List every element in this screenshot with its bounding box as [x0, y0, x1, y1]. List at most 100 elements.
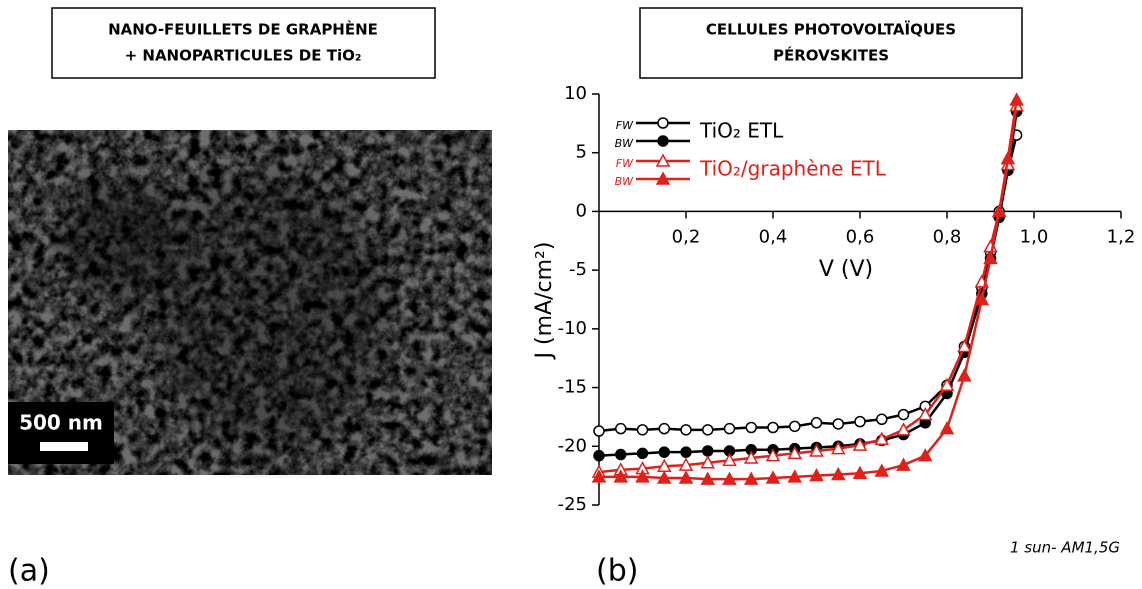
chart-title: CELLULES PHOTOVOLTAÏQUES [706, 20, 956, 39]
marker [874, 463, 890, 477]
scale-bar [40, 442, 88, 451]
marker [896, 422, 911, 436]
marker [722, 452, 737, 467]
y-tick-label: 5 [576, 142, 587, 163]
marker [852, 465, 868, 480]
marker [655, 171, 671, 185]
marker [917, 448, 933, 462]
marker [832, 418, 844, 430]
box-text: + NANOPARTICULES DE TiO₂ [125, 47, 362, 65]
marker [700, 471, 716, 485]
marker [678, 470, 694, 484]
marker [789, 420, 801, 433]
marker [852, 437, 868, 451]
scale-bar-label: 500 nm [19, 411, 103, 435]
marker [917, 407, 933, 421]
marker [897, 408, 910, 421]
scale-bar-bg [8, 402, 114, 464]
marker [810, 417, 823, 429]
marker [657, 117, 669, 129]
marker [876, 413, 888, 426]
marker [658, 446, 670, 458]
marker [939, 377, 955, 391]
marker [745, 421, 757, 434]
box-text: NANO-FEUILLETS DE GRAPHÈNE [108, 20, 378, 39]
legend: FW BW TiO₂ ETL FW BW TiO₂/graphène ETL [615, 117, 887, 188]
legend-series-name: FW [616, 157, 634, 170]
marker [702, 445, 714, 457]
marker [658, 422, 670, 435]
marker [765, 448, 781, 462]
annotation: 1 sun- AM1,5G [1010, 539, 1120, 557]
x-tick-label: 0,4 [759, 226, 788, 247]
marker [678, 457, 694, 471]
y-tick-label: -15 [558, 377, 587, 398]
x-axis-label: V (V) [819, 257, 873, 282]
y-tick-label: 10 [564, 83, 587, 104]
marker [854, 415, 866, 428]
marker [787, 469, 803, 483]
y-axis-label: J (mA/cm²) [532, 242, 557, 361]
x-tick-label: 1,2 [1107, 226, 1136, 247]
marker [974, 291, 990, 306]
marker [983, 250, 998, 265]
marker [635, 469, 650, 483]
marker [809, 443, 824, 457]
marker [655, 153, 671, 167]
marker [830, 441, 846, 455]
y-tick-label: -5 [569, 259, 587, 280]
legend-label: TiO₂ ETL [699, 119, 784, 143]
marker [657, 135, 669, 147]
marker [723, 422, 736, 435]
x-tick-label: 0,6 [846, 226, 875, 247]
marker [939, 421, 955, 435]
legend-series-name: FW [616, 119, 634, 132]
marker [991, 203, 1007, 218]
panel-label: (a) [8, 554, 50, 589]
marker [809, 468, 824, 482]
legend-series-name: BW [615, 137, 635, 150]
sem-image [8, 130, 492, 475]
marker [787, 445, 803, 460]
marker [830, 466, 846, 481]
marker [636, 424, 649, 436]
y-tick-label: -25 [558, 494, 587, 515]
marker [874, 431, 890, 445]
marker [615, 448, 627, 461]
series [591, 92, 1024, 485]
marker [636, 447, 649, 460]
x-tick-label: 0,8 [933, 226, 962, 247]
x-tick-label: 0,2 [672, 226, 701, 247]
legend-series-name: BW [615, 175, 635, 188]
marker [591, 469, 607, 483]
title-box [639, 7, 1023, 79]
marker [1000, 151, 1016, 165]
marker [743, 471, 759, 485]
y-tick-label: -10 [558, 318, 587, 339]
marker [896, 457, 911, 471]
y-tick-label: -20 [558, 435, 587, 456]
marker [743, 450, 759, 464]
marker [680, 446, 692, 458]
marker [702, 424, 714, 436]
marker [722, 471, 737, 485]
marker [700, 455, 716, 469]
marker [613, 469, 629, 483]
marker [593, 449, 605, 462]
marker [593, 425, 605, 437]
chart-title: PÉROVSKITES [773, 46, 889, 65]
y-tick-label: 0 [576, 200, 587, 221]
x-tick-label: 1,0 [1020, 226, 1049, 247]
series [593, 129, 1023, 437]
marker [656, 470, 672, 484]
marker [767, 421, 779, 434]
plot: -25 -20 -15 -10 -5 0 5 10 0,2 0,4 0,6 0,8 1,0 1,2 FW BW… [558, 83, 1136, 515]
marker [680, 424, 692, 436]
marker [765, 470, 781, 484]
label-box [51, 7, 436, 79]
panel-label: (b) [596, 554, 638, 589]
marker [957, 368, 972, 382]
marker [957, 338, 972, 353]
marker [615, 422, 627, 435]
